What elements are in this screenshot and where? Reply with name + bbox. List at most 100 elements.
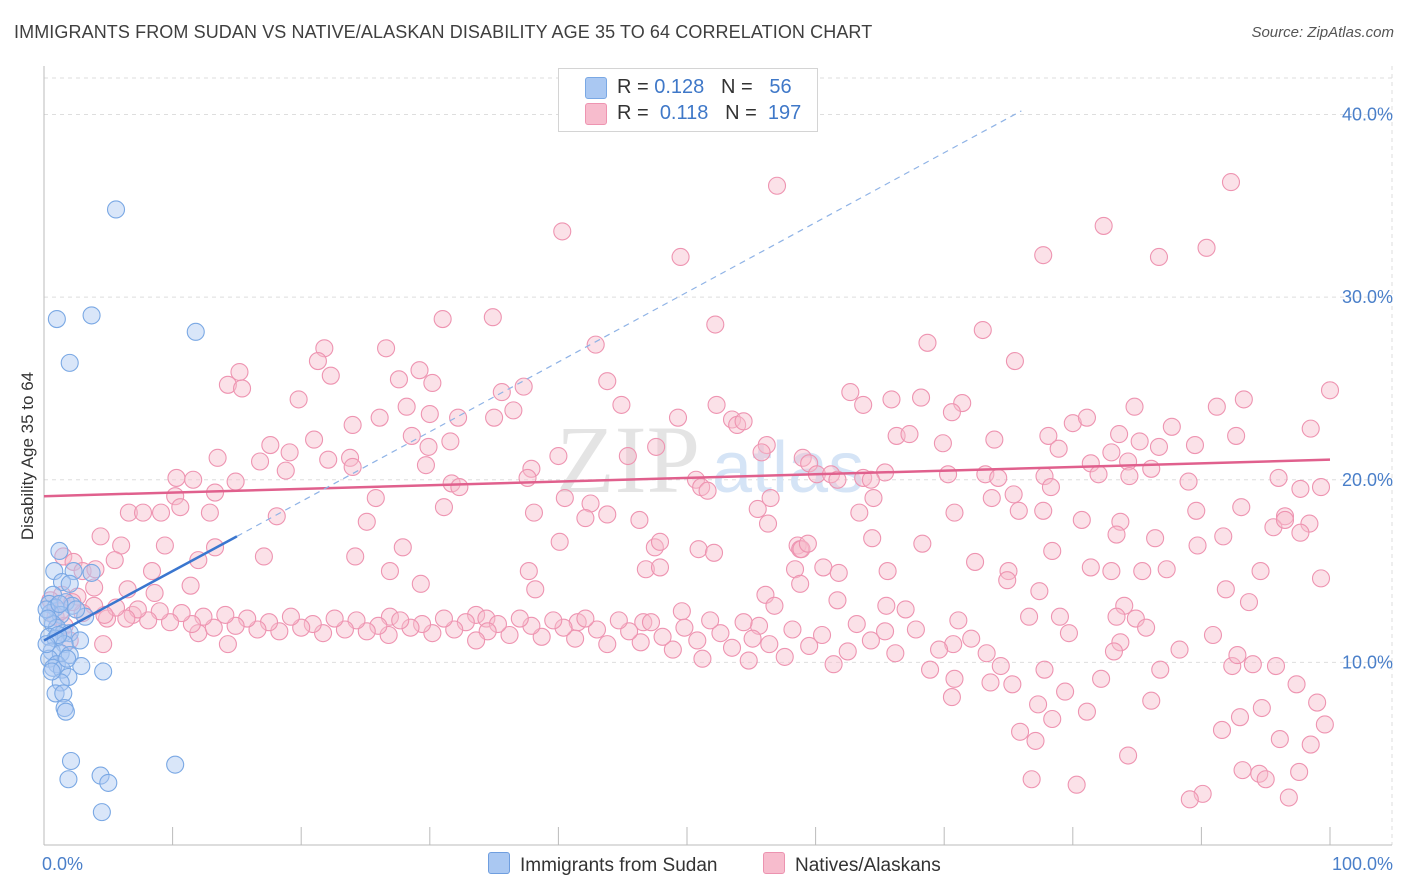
point-natives <box>1275 510 1295 529</box>
point-natives <box>886 644 905 663</box>
point-sudan <box>106 200 126 219</box>
point-natives <box>1308 693 1327 712</box>
point-natives <box>423 373 442 393</box>
point-sudan <box>60 574 79 593</box>
point-natives <box>1077 408 1096 427</box>
point-natives <box>1252 698 1271 718</box>
point-natives <box>1234 390 1253 409</box>
point-natives <box>598 635 617 654</box>
point-natives <box>184 470 203 489</box>
point-natives <box>1072 510 1091 529</box>
point-natives <box>587 620 607 639</box>
point-natives <box>270 622 289 641</box>
trend-line-natives <box>43 458 1331 498</box>
point-natives <box>598 372 617 391</box>
point-natives <box>1077 702 1096 721</box>
point-natives <box>743 629 762 648</box>
point-natives <box>939 465 958 484</box>
point-natives <box>1102 443 1121 462</box>
point-natives <box>413 614 432 634</box>
point-natives <box>1187 501 1206 520</box>
point-natives <box>325 609 344 628</box>
point-natives <box>798 534 817 553</box>
point-natives <box>973 320 992 340</box>
point-natives <box>812 625 832 645</box>
point-natives <box>194 607 213 626</box>
legend-n-value: 197 <box>767 102 802 124</box>
point-natives <box>672 602 691 621</box>
point-natives <box>1020 607 1039 626</box>
point-natives <box>1243 655 1262 674</box>
point-natives <box>1133 562 1152 581</box>
point-natives <box>1049 439 1068 458</box>
point-sudan <box>67 600 86 619</box>
point-natives <box>411 574 430 593</box>
point-natives <box>346 547 365 566</box>
point-natives <box>259 613 279 632</box>
point-natives <box>1130 432 1149 451</box>
point-sudan <box>46 684 65 703</box>
point-natives <box>1041 478 1060 497</box>
bottom-legend-sudan: Immigrants from Sudan <box>488 852 717 877</box>
point-natives <box>641 613 661 632</box>
point-natives <box>402 426 421 445</box>
point-natives <box>933 434 952 453</box>
point-natives <box>612 395 631 414</box>
point-natives <box>1110 425 1129 444</box>
point-natives <box>369 616 388 635</box>
y-axis-title: Disability Age 35 to 64 <box>18 372 37 540</box>
bottom-legend-natives: Natives/Alaskans <box>763 852 941 877</box>
legend-n-value: 56 <box>769 76 792 98</box>
point-natives <box>238 609 257 628</box>
point-natives <box>380 562 399 581</box>
point-natives <box>389 370 408 389</box>
point-natives <box>999 562 1018 581</box>
legend-r-label: R = <box>617 76 649 98</box>
point-natives <box>645 538 664 557</box>
point-natives <box>1004 485 1023 504</box>
point-natives <box>906 620 925 639</box>
point-natives <box>370 408 389 427</box>
point-natives <box>553 222 572 241</box>
point-natives <box>1056 682 1075 701</box>
point-natives <box>526 580 545 599</box>
point-sudan <box>61 751 81 771</box>
point-natives <box>609 611 628 630</box>
point-natives <box>522 459 541 478</box>
point-sudan <box>166 755 185 774</box>
point-natives <box>1067 775 1086 794</box>
point-natives <box>841 383 860 402</box>
legend-n-label: N = <box>720 76 753 98</box>
point-natives <box>1011 722 1030 741</box>
point-natives <box>671 247 690 267</box>
point-natives <box>752 443 771 462</box>
trend-line-sudan-extension <box>236 110 1022 537</box>
bottom-legend-swatch-natives <box>763 852 785 874</box>
point-natives <box>1180 790 1199 809</box>
point-natives <box>878 562 897 581</box>
point-natives <box>434 609 453 628</box>
point-natives <box>1230 708 1250 727</box>
point-natives <box>861 631 880 650</box>
point-natives <box>945 669 964 688</box>
bottom-legend-label-sudan: Immigrants from Sudan <box>520 855 718 876</box>
point-natives <box>319 450 338 469</box>
point-natives <box>576 509 595 528</box>
point-sudan <box>56 702 75 721</box>
point-natives <box>261 436 280 455</box>
point-natives <box>985 430 1004 449</box>
point-natives <box>401 618 420 637</box>
point-natives <box>1269 468 1288 487</box>
chart-title: IMMIGRANTS FROM SUDAN VS NATIVE/ALASKAN … <box>14 22 873 42</box>
point-natives <box>1081 558 1100 577</box>
point-natives <box>1063 414 1082 433</box>
point-natives <box>854 395 873 414</box>
grid <box>44 66 1393 845</box>
point-natives <box>828 470 847 489</box>
point-natives <box>1092 669 1111 688</box>
point-natives <box>305 430 324 449</box>
point-natives <box>765 596 784 615</box>
legend-r-label: R = <box>617 102 649 124</box>
point-natives <box>688 631 707 650</box>
